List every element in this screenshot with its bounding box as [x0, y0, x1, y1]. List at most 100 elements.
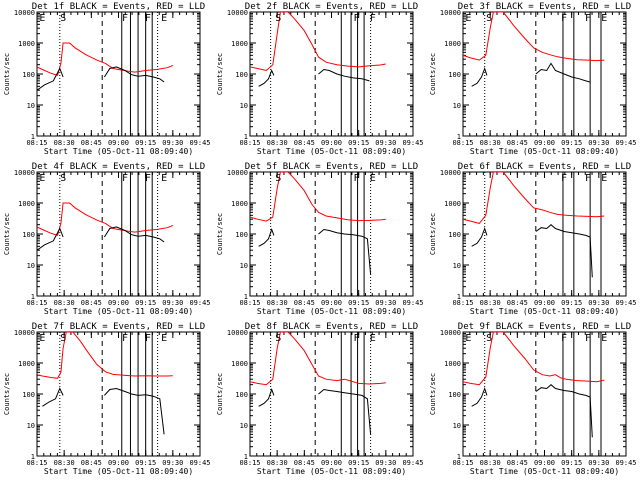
- x-tick-label: 09:30: [588, 299, 609, 307]
- time-marker-label: F: [122, 333, 128, 344]
- x-axis-label: Start Time (05-Oct-11 08:09:40): [470, 147, 619, 156]
- x-tick-label: 09:00: [534, 459, 555, 467]
- y-tick-label: 10: [453, 102, 461, 110]
- x-tick-label: 09:45: [189, 299, 210, 307]
- panel-data: [463, 332, 605, 456]
- y-tick-label: 100: [22, 231, 35, 239]
- x-axis-label: Start Time (05-Oct-11 08:09:40): [257, 307, 406, 316]
- events-series-line: [471, 384, 593, 438]
- y-axis-label: Counts/sec: [429, 213, 437, 255]
- time-marker-label: S: [275, 333, 281, 344]
- y-axis-label: Counts/sec: [3, 213, 11, 255]
- panel-title: Det 9f BLACK = Events, RED = LLD: [458, 322, 631, 332]
- time-marker-label: F: [370, 13, 376, 24]
- y-tick-label: 100: [448, 231, 461, 239]
- time-marker-label: F: [561, 173, 567, 184]
- time-marker-label: E: [39, 333, 45, 344]
- time-marker-label: E: [161, 173, 167, 184]
- x-tick-label: 09:15: [561, 299, 582, 307]
- panel-title: Det 7f BLACK = Events, RED = LLD: [32, 322, 205, 332]
- panel-det-1: Det 1f BLACK = Events, RED = LLD 1 10 100 10…: [3, 2, 211, 156]
- axes-box: [462, 171, 627, 297]
- time-marker-label: F: [122, 13, 128, 24]
- x-tick-label: 09:45: [402, 459, 423, 467]
- panel-data: [250, 12, 386, 136]
- x-tick-label: 09:45: [615, 299, 636, 307]
- y-tick-label: 10000: [227, 169, 248, 177]
- panel-title: Det 2f BLACK = Events, RED = LLD: [245, 2, 418, 12]
- panel-data: [463, 172, 605, 296]
- x-tick-label: 08:45: [81, 139, 102, 147]
- x-tick-label: 08:15: [452, 139, 473, 147]
- x-tick-label: 09:15: [348, 459, 369, 467]
- x-tick-label: 08:45: [294, 139, 315, 147]
- y-tick-label: 1000: [18, 360, 35, 368]
- y-tick-label: 1: [244, 133, 248, 141]
- axes-box: [249, 331, 414, 457]
- y-axis-label: Counts/sec: [3, 53, 11, 95]
- time-marker-label: F: [561, 13, 567, 24]
- x-tick-label: 08:30: [267, 139, 288, 147]
- time-marker-label: F: [122, 173, 128, 184]
- x-axis-label: Start Time (05-Oct-11 08:09:40): [470, 307, 619, 316]
- y-axis-label: Counts/sec: [216, 213, 224, 255]
- panel-det-5: Det 5f BLACK = Events, RED = LLD 1 10 100 10…: [216, 162, 424, 316]
- panel-data: [250, 172, 386, 296]
- events-series-line: [258, 228, 372, 275]
- x-tick-label: 08:45: [507, 459, 528, 467]
- time-marker-label: F: [353, 13, 359, 24]
- y-tick-label: 1000: [18, 200, 35, 208]
- y-tick-label: 10000: [440, 9, 461, 17]
- y-tick-label: 1: [244, 453, 248, 461]
- y-tick-label: 100: [235, 391, 248, 399]
- x-tick-label: 08:15: [239, 139, 260, 147]
- x-tick-label: 09:30: [588, 459, 609, 467]
- time-marker-label: E: [465, 13, 471, 24]
- x-tick-label: 09:45: [189, 139, 210, 147]
- x-axis-label: Start Time (05-Oct-11 08:09:40): [44, 147, 193, 156]
- x-tick-label: 09:00: [321, 139, 342, 147]
- y-tick-label: 10000: [440, 169, 461, 177]
- lld-series-line: [463, 172, 605, 224]
- x-tick-label: 09:00: [321, 459, 342, 467]
- y-tick-label: 10: [27, 102, 35, 110]
- time-marker-label: E: [370, 173, 376, 184]
- time-marker-label: S: [60, 333, 66, 344]
- x-tick-label: 08:45: [294, 459, 315, 467]
- axes-box: [249, 171, 414, 297]
- axes-box: [249, 11, 414, 137]
- panel-title: Det 8f BLACK = Events, RED = LLD: [245, 322, 418, 332]
- events-series-line: [258, 68, 370, 87]
- y-tick-label: 1000: [231, 200, 248, 208]
- panel-title: Det 3f BLACK = Events, RED = LLD: [458, 2, 631, 12]
- panel-title: Det 6f BLACK = Events, RED = LLD: [458, 162, 631, 172]
- x-axis-label: Start Time (05-Oct-11 08:09:40): [257, 147, 406, 156]
- y-tick-label: 10: [453, 262, 461, 270]
- x-tick-label: 09:30: [162, 139, 183, 147]
- y-tick-label: 10: [27, 262, 35, 270]
- y-tick-label: 1: [457, 293, 461, 301]
- y-axis-label: Counts/sec: [429, 53, 437, 95]
- y-tick-label: 10: [453, 422, 461, 430]
- x-tick-label: 08:30: [480, 299, 501, 307]
- x-tick-label: 09:15: [561, 139, 582, 147]
- time-marker-label: S: [275, 13, 281, 24]
- y-tick-label: 10000: [14, 9, 35, 17]
- time-marker-label: S: [60, 13, 66, 24]
- panel-det-2: Det 2f BLACK = Events, RED = LLD 1 10 100 10…: [216, 2, 424, 156]
- y-axis-label: Counts/sec: [429, 373, 437, 415]
- panel-title: Det 4f BLACK = Events, RED = LLD: [32, 162, 205, 172]
- time-marker-label: S: [486, 333, 492, 344]
- x-tick-label: 08:30: [480, 139, 501, 147]
- x-tick-label: 09:15: [135, 459, 156, 467]
- time-marker-label: F: [585, 333, 591, 344]
- time-marker-label: E: [601, 173, 607, 184]
- lld-series-line: [463, 12, 605, 62]
- time-marker-label: S: [275, 173, 281, 184]
- time-marker-label: E: [601, 333, 607, 344]
- y-tick-label: 1000: [444, 360, 461, 368]
- x-tick-label: 08:45: [81, 459, 102, 467]
- events-series-line: [37, 226, 165, 251]
- panel-det-3: Det 3f BLACK = Events, RED = LLD 1 10 100 10…: [429, 2, 637, 156]
- x-tick-label: 08:15: [26, 299, 47, 307]
